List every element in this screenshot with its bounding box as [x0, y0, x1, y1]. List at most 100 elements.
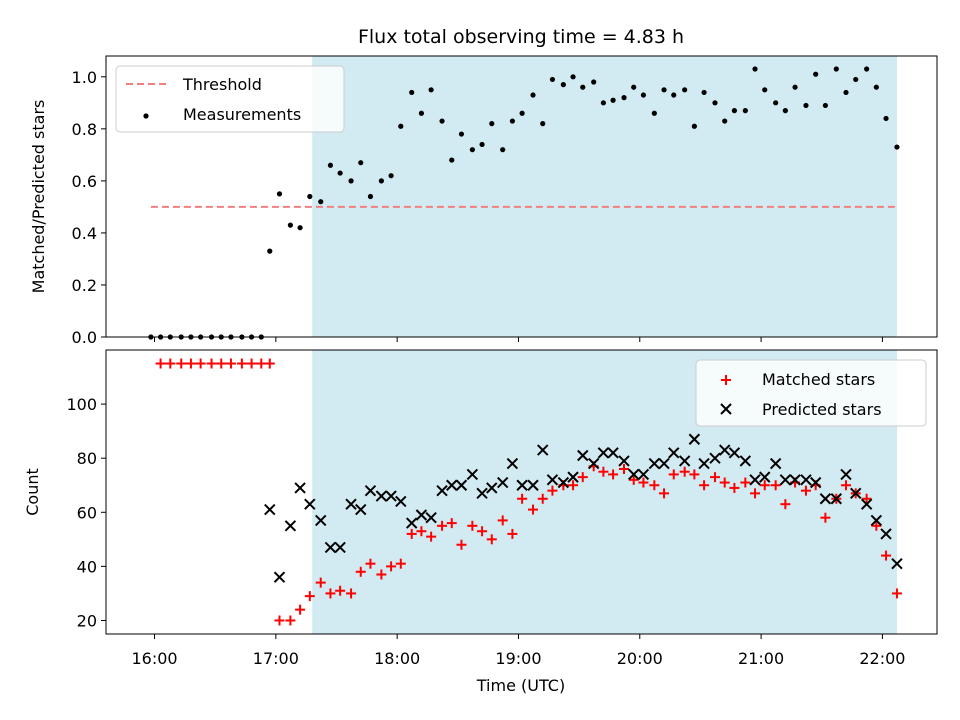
predicted-star-stroke-b [406, 517, 418, 529]
predicted-star-stroke-b [364, 484, 377, 497]
matched-star-point [355, 566, 366, 577]
matched-star-point [206, 358, 217, 369]
bottom-y-tick-label: 80 [77, 449, 97, 468]
predicted-star-point [496, 476, 509, 489]
matched-star-point [507, 528, 518, 539]
predicted-star-stroke-b [264, 503, 276, 516]
top-y-axis-label: Matched/Predicted stars [29, 100, 48, 294]
measurement-point [682, 87, 688, 93]
matched-star-point [780, 499, 791, 510]
predicted-star-point [698, 457, 710, 470]
predicted-star-point [607, 447, 619, 459]
top-y-tick-label: 0.0 [72, 328, 97, 347]
matched-star-point [537, 493, 548, 504]
predicted-star-point [577, 449, 589, 462]
predicted-star-point [759, 471, 771, 483]
predicted-star-point [749, 474, 761, 486]
predicted-star-point [800, 474, 812, 486]
predicted-star-point [658, 457, 670, 470]
predicted-star-stroke-b [819, 493, 832, 505]
measurement-point [773, 100, 779, 106]
predicted-star-stroke-b [607, 447, 619, 459]
bottom-legend: Matched stars Predicted stars [695, 359, 927, 427]
matched-star-point [577, 472, 588, 483]
predicted-star-stroke-b [739, 455, 752, 467]
matched-star-point [699, 480, 710, 491]
measurement-point [337, 170, 343, 176]
matched-star-point [426, 531, 437, 542]
measurement-point [701, 89, 707, 96]
predicted-star-stroke-b [597, 447, 610, 459]
matched-star-point [841, 480, 852, 491]
predicted-star-stroke-b [345, 498, 357, 510]
matched-star-point [820, 512, 831, 523]
matched-star-point [406, 528, 417, 539]
predicted-star-stroke-b [688, 433, 701, 445]
measurement-point [327, 162, 334, 168]
matched-star-point [176, 358, 187, 369]
x-tick-label: 21:00 [738, 649, 784, 668]
predicted-star-point [375, 490, 388, 502]
matched-star-point [165, 358, 176, 369]
predicted-star-stroke-b [709, 452, 721, 464]
predicted-star-stroke-b [759, 471, 771, 483]
predicted-star-stroke-b [375, 490, 388, 502]
matched-star-point [376, 569, 387, 580]
x-tick-label: 22:00 [859, 649, 905, 668]
matched-star-point [486, 534, 497, 545]
predicted-star-point [284, 520, 297, 532]
matched-star-point [759, 480, 770, 491]
predicted-star-point [546, 474, 559, 486]
bottom-y-axis-label: Count [23, 468, 42, 516]
predicted-star-stroke-b [577, 449, 589, 462]
predicted-star-stroke-b [273, 571, 286, 583]
measurements-legend-label: Measurements [183, 105, 301, 124]
bottom-y-tick-label: 100 [66, 395, 97, 414]
matched-star-point [325, 588, 336, 599]
predicted-star-point [739, 455, 752, 467]
predicted-star-stroke-b [304, 498, 316, 510]
top-y-tick-label: 0.4 [72, 224, 97, 243]
predicted-star-stroke-b [537, 444, 549, 456]
top-legend: Threshold Measurements [115, 65, 345, 133]
measurement-point [621, 95, 627, 101]
predicted-star-point [769, 457, 782, 470]
predicted-star-point [618, 455, 630, 467]
matched-star-point [467, 520, 478, 531]
top-legend-box [115, 65, 345, 133]
x-tick-label: 20:00 [617, 649, 663, 668]
measurement-point [631, 84, 637, 90]
predicted-star-stroke-b [678, 455, 691, 467]
matched-star-point [628, 474, 639, 485]
matched-star-point [236, 358, 247, 369]
predicted-star-stroke-b [800, 474, 812, 486]
matched-star-point [274, 615, 285, 626]
measurement-point [742, 108, 748, 114]
measurement-point [640, 92, 647, 98]
predicted-star-stroke-b [334, 541, 346, 554]
measurement-point [712, 100, 718, 106]
measurement-point [489, 121, 495, 127]
predicted-stars-legend-swatch [720, 403, 732, 415]
matched-star-point [285, 615, 296, 626]
predicted-star-point [809, 476, 822, 489]
matched-star-point [365, 558, 376, 569]
predicted-star-stroke-b [779, 474, 792, 486]
matched-star-point [517, 493, 528, 504]
measurement-point [894, 144, 900, 150]
predicted-star-stroke-b [385, 490, 397, 502]
measurement-point [428, 87, 434, 93]
measurement-point [388, 173, 394, 179]
top-y-tick-label: 0.6 [72, 172, 97, 191]
predicted-star-point [779, 474, 792, 486]
predicted-star-point [294, 482, 306, 494]
predicted-star-point [527, 479, 539, 491]
predicted-star-point [345, 498, 357, 510]
matched-star-point [638, 477, 649, 488]
predicted-star-point [537, 444, 549, 456]
predicted-star-point [455, 479, 468, 491]
measurement-point [833, 66, 839, 72]
top-axes-frame [105, 55, 938, 338]
top-y-tick-label: 0.2 [72, 276, 97, 295]
